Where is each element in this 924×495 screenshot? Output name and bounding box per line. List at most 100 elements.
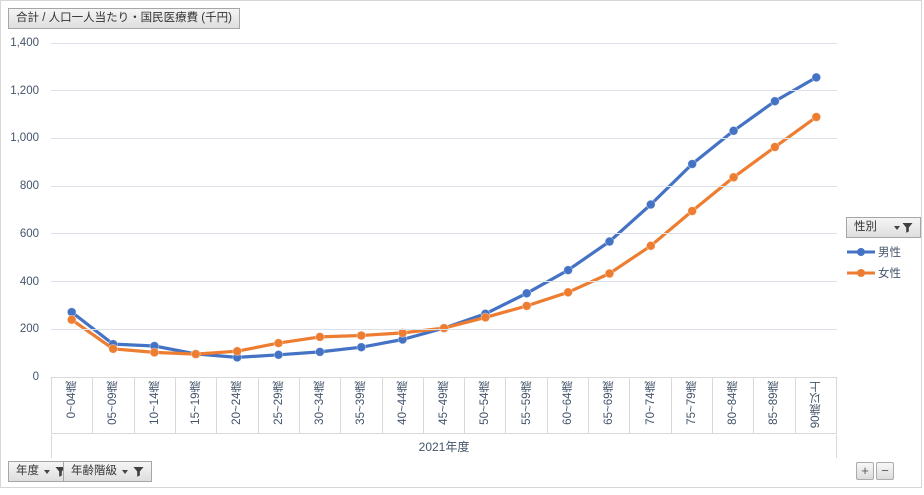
x-axis-tick-label: 45~49歳 [437,381,450,425]
y-axis-tick-label: 1,200 [10,84,39,97]
x-axis-tick-label: 75~79歳 [685,381,698,425]
values-field-button[interactable]: 合計 / 人口一人当たり・国民医療費 (千円) [8,8,240,29]
gridline [51,328,837,330]
data-point-marker [521,301,532,311]
legend-item-label: 女性 [878,268,901,280]
x-axis-group-label: 2021年度 [51,435,837,458]
x-axis-tick-label: 85~89歳 [768,381,781,425]
data-point-marker [108,343,118,354]
axis-field-button-nendo[interactable]: 年度 [8,461,74,482]
data-point-marker [273,338,284,348]
x-axis-tick-label: 90歳以上 [809,381,822,429]
y-axis-labels: 0 200 400 600 800 1,000 1,200 1,400 [1,1,45,495]
x-axis-tick-label: 10~14歳 [148,381,161,425]
gridline [51,137,837,139]
data-point-marker [563,265,573,275]
data-point-marker [480,312,491,323]
legend-field-button-seibetsu[interactable]: 性別 [846,217,921,238]
legend-marker-icon [847,248,875,256]
x-axis-category-cell: 25~29歳 [257,378,299,433]
drill-down-plus-button[interactable]: + [856,462,874,480]
legend-marker-icon [847,269,875,277]
x-axis-tick-label: 20~24歳 [231,381,244,425]
x-axis-category-cell: 75~79歳 [670,378,712,433]
x-axis-tick-label: 65~69歳 [603,381,616,425]
data-point-marker [770,142,780,152]
data-point-marker [811,72,822,83]
x-axis-tick-label: 55~59歳 [520,381,533,425]
x-axis-category-cell: 60~64歳 [546,378,588,433]
data-point-marker [149,347,160,358]
legend-items: 男性 女性 [846,245,922,280]
x-axis-tick-label: 25~29歳 [272,381,285,425]
data-point-marker [687,206,697,216]
year-label: 2021年度 [418,440,470,454]
x-axis-category-cell: 30~34歳 [298,378,340,433]
x-axis-category-cell: 65~69歳 [588,378,629,433]
x-axis-category-cell: 55~59歳 [505,378,546,433]
y-axis-tick-label: 1,400 [10,37,39,49]
filter-funnel-icon [902,223,913,233]
axis-field-button-nenrei-kaikyu[interactable]: 年齢階級 [63,461,152,482]
gridline [51,281,837,283]
gridline [51,233,837,235]
y-axis-tick-label: 200 [19,323,39,336]
data-point-marker [356,330,367,341]
gridline [51,42,837,44]
x-axis-category-cell: 90歳以上 [794,378,837,433]
x-axis-category-cell: 50~54歳 [464,378,505,433]
x-axis-category-cell: 0~04歳 [51,378,92,433]
x-axis-category-cell: 10~14歳 [133,378,175,433]
legend: 性別 男性女性 [846,217,922,280]
data-point-marker [770,96,780,106]
x-axis-tick-label: 15~19歳 [190,381,203,425]
values-field-label: 合計 / 人口一人当たり・国民医療費 (千円) [16,11,232,24]
x-axis-tick-label: 30~34歳 [314,381,327,425]
x-axis-category-cell: 35~39歳 [340,378,381,433]
x-axis-category-cell: 85~89歳 [753,378,794,433]
axis-field-label: 年齢階級 [71,464,117,477]
gridline [51,90,837,92]
legend-field-label: 性別 [854,220,877,233]
dropdown-caret-icon [122,469,128,474]
data-point-marker [356,342,367,353]
data-point-marker [397,328,408,338]
data-point-marker [645,241,656,251]
gridline [51,185,837,187]
x-axis-tick-label: 70~74歳 [644,381,657,425]
x-axis-category-cell: 15~19歳 [174,378,216,433]
x-axis-category-cell: 05~09歳 [92,378,133,433]
x-axis-tick-label: 05~09歳 [107,381,120,425]
x-axis-category-cell: 45~49歳 [422,378,464,433]
data-point-marker [521,288,532,299]
drill-up-minus-button[interactable]: − [876,462,894,480]
legend-item-label: 男性 [878,247,901,259]
data-point-marker [687,159,697,169]
x-axis-category-cell: 20~24歳 [216,378,257,433]
data-point-marker [315,332,325,342]
y-axis-tick-label: 800 [19,180,39,193]
data-point-marker [315,347,325,357]
legend-item-男性: 男性 [846,245,922,259]
x-axis-tick-label: 60~64歳 [561,381,574,425]
x-axis-tick-label: 40~44歳 [396,381,409,425]
y-axis-tick-label: 1,000 [10,132,39,145]
data-point-marker [604,268,615,279]
data-point-marker [232,346,243,357]
data-point-marker [645,199,656,210]
data-point-marker [604,236,615,247]
dropdown-caret-icon [44,469,50,474]
x-axis-category-cell: 80~84歳 [712,378,753,433]
x-axis-category-labels: 0~04歳 05~09歳 10~14歳 15~19歳 20~24歳 25~29歳 30~34… [51,377,837,434]
dropdown-caret-icon [894,225,900,230]
y-axis-tick-label: 400 [19,275,39,288]
data-point-marker [728,126,739,136]
x-axis-tick-label: 50~54歳 [479,381,492,425]
legend-item-女性: 女性 [846,266,922,280]
data-point-marker [563,287,573,298]
x-axis-tick-label: 80~84歳 [727,381,740,425]
series-lines [66,72,822,363]
x-axis-category-cell: 40~44歳 [381,378,423,433]
data-point-marker [811,112,822,122]
